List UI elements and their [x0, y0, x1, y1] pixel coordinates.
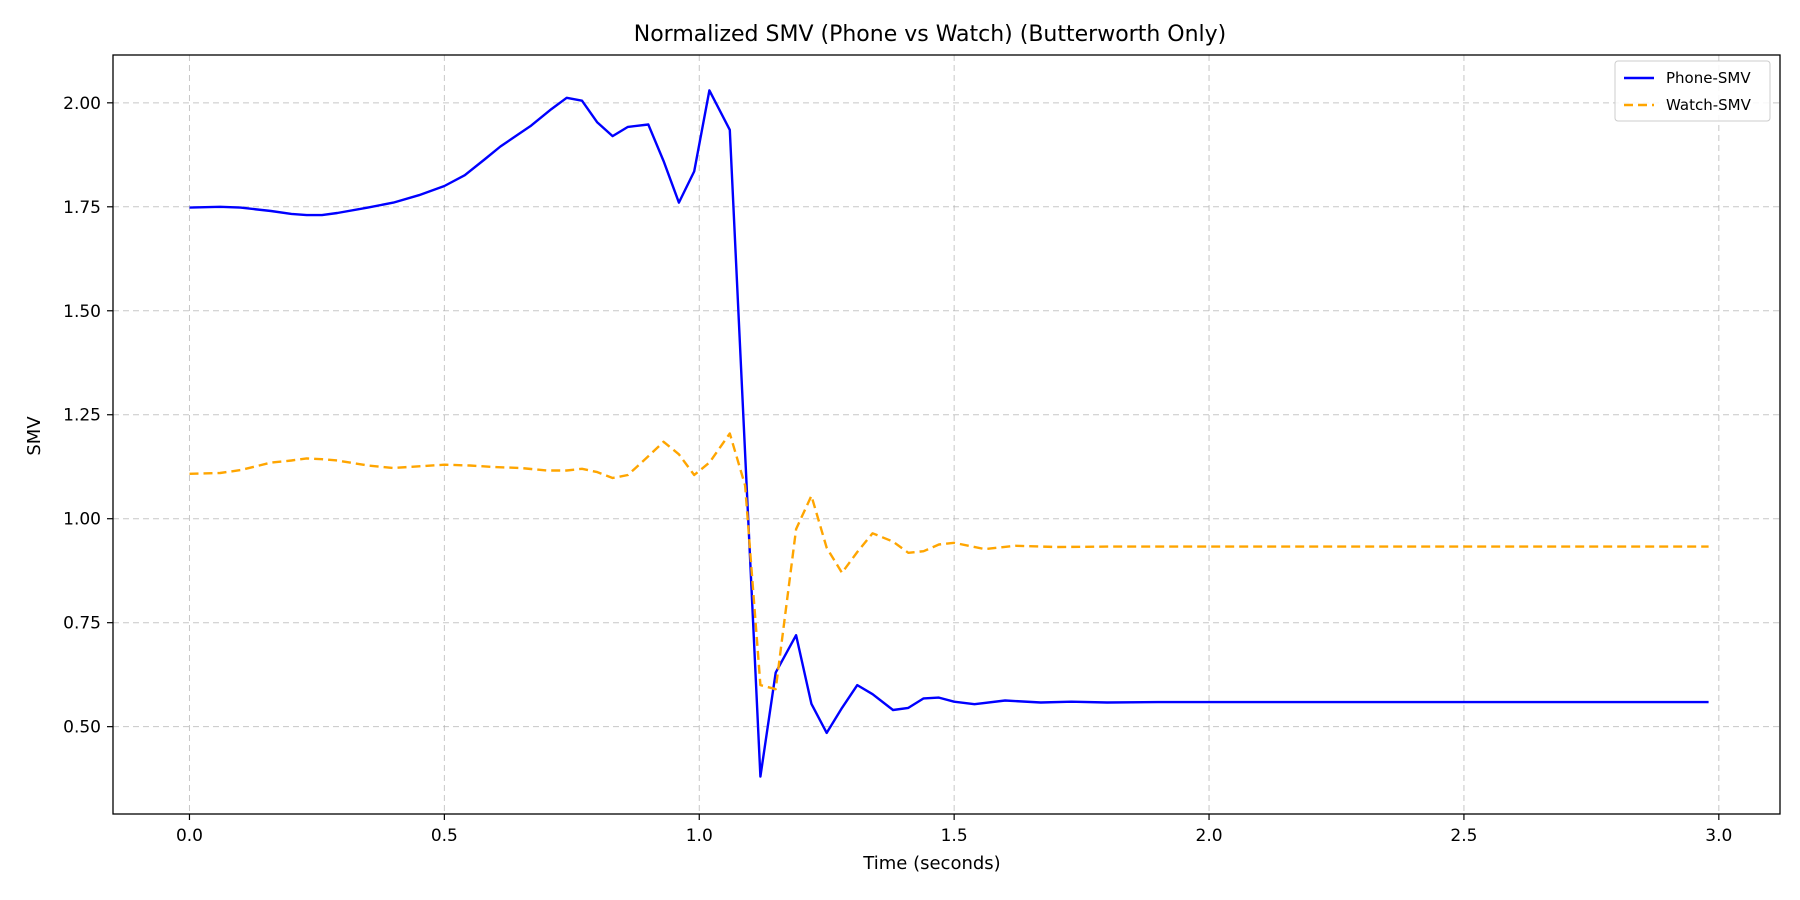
legend-label: Watch-SMV	[1666, 96, 1752, 114]
x-tick-label: 1.0	[686, 826, 713, 846]
series-line-watch-smv	[189, 432, 1709, 691]
y-tick-label: 1.00	[63, 510, 101, 530]
x-axis-label: Time (seconds)	[862, 853, 1000, 874]
x-tick-label: 2.5	[1450, 826, 1477, 846]
x-tick-label: 0.5	[431, 826, 458, 846]
series-layer	[189, 89, 1709, 778]
chart-title: Normalized SMV (Phone vs Watch) (Butterw…	[634, 22, 1227, 47]
y-tick-label: 1.25	[63, 406, 101, 426]
y-tick-label: 0.75	[63, 614, 101, 634]
y-tick-label: 0.50	[63, 718, 101, 738]
x-tick-label: 3.0	[1705, 826, 1732, 846]
y-tick-label: 1.75	[63, 198, 101, 218]
y-tick-label: 1.50	[63, 302, 101, 322]
grid	[113, 55, 1780, 814]
plot-area	[112, 54, 1781, 815]
legend: Phone-SMV Watch-SMV	[1614, 60, 1771, 122]
series-line-phone-smv	[189, 89, 1709, 778]
x-tick-label: 0.0	[176, 826, 203, 846]
legend-label: Phone-SMV	[1666, 69, 1751, 87]
x-tick-label: 1.5	[941, 826, 968, 846]
y-tick-label: 2.00	[63, 94, 101, 114]
y-axis: 0.50 0.75 1.00 1.25 1.50 1.75 2.00	[63, 94, 113, 738]
x-tick-label: 2.0	[1196, 826, 1223, 846]
y-axis-label: SMV	[24, 416, 45, 456]
x-axis: 0.0 0.5 1.0 1.5 2.0 2.5 3.0	[176, 814, 1732, 846]
